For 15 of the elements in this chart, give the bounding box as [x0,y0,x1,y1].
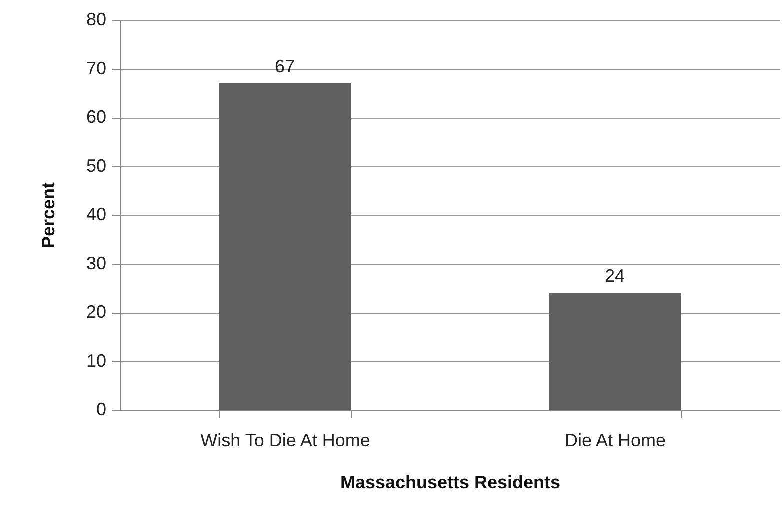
x-axis-title: Massachusetts Residents [340,472,561,492]
y-tick-label: 0 [96,400,106,420]
y-tick-label: 10 [86,350,106,371]
y-tick-label: 30 [86,253,106,274]
data-label: 24 [604,266,626,286]
y-tick-label: 20 [86,302,106,322]
y-axis-title: Percent [38,182,58,249]
x-tick-label: Die At Home [564,430,666,450]
y-tick-label: 40 [86,204,106,224]
data-label: 67 [274,56,296,76]
y-tick-label: 60 [86,107,106,127]
y-tick-label: 80 [86,10,106,30]
y-tick-label: 50 [86,156,106,176]
x-tick-label: Wish To Die At Home [200,430,370,450]
y-tick-label: 70 [86,58,106,78]
